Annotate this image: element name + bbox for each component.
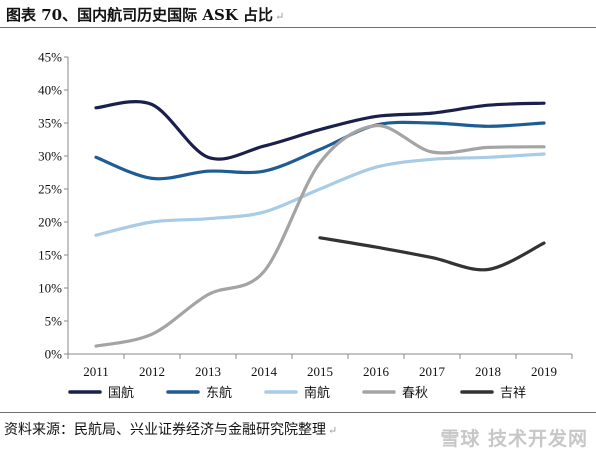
legend-item: 国航 xyxy=(68,385,134,401)
legend-label: 国航 xyxy=(108,385,134,401)
x-tick-label: 2015 xyxy=(307,364,333,379)
x-tick-label: 2016 xyxy=(363,364,390,379)
series-line-1 xyxy=(94,100,546,161)
watermark-logo: 雪球 技术开发网 xyxy=(440,428,588,450)
y-tick-label: 0% xyxy=(45,347,63,362)
return-mark-icon: ↵ xyxy=(328,424,338,437)
x-tick-label: 2013 xyxy=(195,364,221,379)
legend-label: 吉祥 xyxy=(500,386,526,401)
y-tick-label: 45% xyxy=(38,50,62,65)
source-text: 资料来源：民航局、兴业证券经济与金融研究院整理 xyxy=(4,422,326,438)
x-tick-label: 2018 xyxy=(475,364,501,379)
y-tick-label: 25% xyxy=(38,182,62,197)
series-line-2 xyxy=(94,120,546,181)
legend-item: 春秋 xyxy=(362,386,428,401)
x-tick-label: 2014 xyxy=(251,364,278,379)
y-tick-label: 35% xyxy=(38,116,62,131)
x-tick-label: 2012 xyxy=(139,364,165,379)
series-line-5 xyxy=(318,236,546,272)
legend-label: 东航 xyxy=(206,385,232,401)
legend-label: 南航 xyxy=(304,385,330,401)
y-tick-label: 5% xyxy=(45,314,63,329)
legend-item: 吉祥 xyxy=(460,386,526,401)
y-tick-label: 10% xyxy=(38,281,62,296)
y-tick-label: 20% xyxy=(38,215,62,230)
x-tick-label: 2017 xyxy=(419,364,446,379)
source-note: 资料来源：民航局、兴业证券经济与金融研究院整理 ↵ xyxy=(4,419,337,439)
x-tick-label: 2019 xyxy=(531,364,557,379)
legend-item: 南航 xyxy=(264,385,330,401)
chart-title-text: 图表 70、国内航司历史国际 ASK 占比 xyxy=(6,6,274,24)
series-line-4 xyxy=(94,123,546,348)
y-tick-label: 30% xyxy=(38,149,62,164)
y-tick-label: 40% xyxy=(38,83,62,98)
top-divider xyxy=(0,27,596,28)
series-line-3 xyxy=(94,152,546,237)
x-tick-label: 2011 xyxy=(83,364,109,379)
chart-title: 图表 70、国内航司历史国际 ASK 占比 ↵ xyxy=(6,4,284,25)
legend: 国航 东航 南航 春秋 吉祥 xyxy=(68,385,526,401)
x-axis: 2011 2012 2013 2014 2015 2016 2017 2018 2019 xyxy=(67,353,573,379)
y-tick-label: 15% xyxy=(38,248,62,263)
legend-item: 东航 xyxy=(166,385,232,401)
series-lines xyxy=(94,100,546,348)
bottom-divider xyxy=(0,412,596,413)
return-mark-icon: ↵ xyxy=(275,10,285,23)
legend-label: 春秋 xyxy=(402,386,428,401)
y-axis: 0% 5% 10% 15% 20% 25% 30% 35% 40% 45% xyxy=(38,50,69,362)
